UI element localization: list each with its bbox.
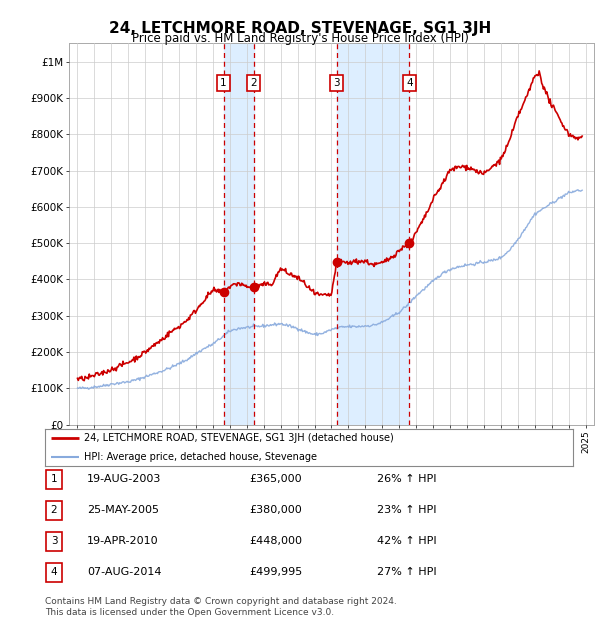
Text: 07-AUG-2014: 07-AUG-2014 [87, 567, 161, 577]
Bar [224, 43, 254, 425]
Bar [337, 43, 409, 425]
Text: 4: 4 [406, 78, 413, 88]
Text: HPI: Average price, detached house, Stevenage: HPI: Average price, detached house, Stev… [83, 452, 317, 462]
Text: 42% ↑ HPI: 42% ↑ HPI [377, 536, 436, 546]
Text: 3: 3 [333, 78, 340, 88]
Text: 24, LETCHMORE ROAD, STEVENAGE, SG1 3JH (detached house): 24, LETCHMORE ROAD, STEVENAGE, SG1 3JH (… [83, 433, 393, 443]
Text: 19-APR-2010: 19-APR-2010 [87, 536, 158, 546]
Text: 19-AUG-2003: 19-AUG-2003 [87, 474, 161, 484]
Text: Price paid vs. HM Land Registry's House Price Index (HPI): Price paid vs. HM Land Registry's House … [131, 32, 469, 45]
Text: 26% ↑ HPI: 26% ↑ HPI [377, 474, 436, 484]
Text: £380,000: £380,000 [249, 505, 302, 515]
Text: £499,995: £499,995 [249, 567, 302, 577]
Text: 1: 1 [220, 78, 227, 88]
Text: Contains HM Land Registry data © Crown copyright and database right 2024.: Contains HM Land Registry data © Crown c… [45, 597, 397, 606]
Text: 2: 2 [50, 505, 58, 515]
Text: 24, LETCHMORE ROAD, STEVENAGE, SG1 3JH: 24, LETCHMORE ROAD, STEVENAGE, SG1 3JH [109, 21, 491, 36]
Text: 2: 2 [250, 78, 257, 88]
Text: 25-MAY-2005: 25-MAY-2005 [87, 505, 159, 515]
Text: 1: 1 [50, 474, 58, 484]
Text: 27% ↑ HPI: 27% ↑ HPI [377, 567, 436, 577]
Text: £448,000: £448,000 [249, 536, 302, 546]
Text: £365,000: £365,000 [249, 474, 302, 484]
Text: 3: 3 [50, 536, 58, 546]
Text: This data is licensed under the Open Government Licence v3.0.: This data is licensed under the Open Gov… [45, 608, 334, 617]
Text: 23% ↑ HPI: 23% ↑ HPI [377, 505, 436, 515]
Text: 4: 4 [50, 567, 58, 577]
